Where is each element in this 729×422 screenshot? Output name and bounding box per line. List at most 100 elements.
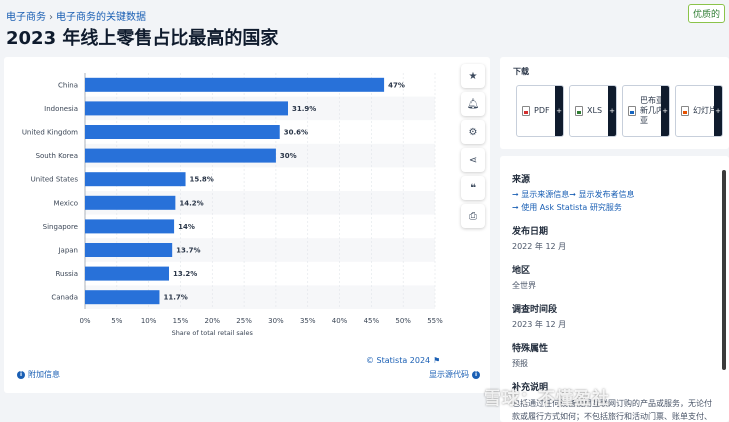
source-heading: 来源 — [512, 175, 531, 185]
x-tick-label: 25% — [236, 317, 252, 325]
download-xls-label: XLS — [587, 106, 603, 115]
share-button[interactable]: ⋖ — [461, 148, 485, 172]
data-label: 47% — [388, 81, 405, 89]
download-title: 下载 — [513, 67, 529, 76]
breadcrumb: 电子商务 › 电子商务的关键数据 — [6, 8, 146, 23]
data-label: 15.8% — [190, 176, 214, 184]
x-tick-label: 20% — [204, 317, 220, 325]
favorite-button[interactable]: ★ — [461, 64, 485, 88]
statista-credit[interactable]: © Statista 2024 ⚑ — [366, 356, 440, 365]
breadcrumb-separator: › — [49, 12, 53, 23]
x-tick-label: 55% — [427, 317, 443, 325]
watermark: 雪球：不懂盈社 — [484, 389, 610, 409]
plus-icon: + — [608, 86, 616, 136]
bar — [85, 243, 173, 257]
info-icon: i — [17, 370, 25, 379]
bar — [85, 290, 160, 305]
more-info-label: 附加信息 — [28, 370, 60, 379]
bar — [85, 77, 385, 92]
x-tick-label: 45% — [364, 317, 380, 325]
category-label: Japan — [57, 247, 78, 255]
share-icon: ⋖ — [468, 154, 478, 166]
data-label: 30.6% — [284, 129, 308, 137]
download-doc-label: 巴布亚新几内亚 — [640, 96, 664, 125]
region-value: 全世界 — [512, 281, 536, 290]
plus-icon: + — [661, 86, 669, 136]
category-label: United Kingdom — [22, 129, 78, 137]
notes-value: 包括通过任何设备使用互联网订购的产品或服务，无论付款或履行方式如何；不包括旅行和… — [512, 399, 712, 421]
data-label: 13.7% — [176, 247, 200, 255]
chart-card: China 47% Indonesia 31.9% United Kingdom 30.6… — [4, 57, 490, 393]
row-band — [85, 238, 435, 262]
category-label: South Korea — [36, 152, 78, 160]
x-tick-label: 30% — [268, 317, 284, 325]
scrollbar[interactable] — [722, 170, 726, 370]
download-card: 下载 PDF + XLS + 巴布亚新几内亚 + 幻灯片 + — [500, 57, 729, 149]
plus-icon: + — [714, 86, 722, 136]
print-button[interactable]: ⎙ — [461, 204, 485, 228]
info-icon: i — [472, 370, 480, 379]
bar — [85, 219, 175, 234]
doc-file-icon — [628, 106, 636, 116]
data-label: 13.2% — [173, 270, 197, 278]
x-tick-label: 50% — [395, 317, 411, 325]
region-heading: 地区 — [512, 266, 531, 276]
data-label: 30% — [280, 152, 297, 160]
premium-badge: 优质的 — [687, 4, 725, 23]
bar-chart: China 47% Indonesia 31.9% United Kingdom 30.6… — [22, 73, 443, 337]
download-ppt-label: 幻灯片 — [693, 106, 717, 115]
data-label: 31.9% — [292, 105, 316, 113]
row-band — [85, 285, 435, 309]
bar — [85, 195, 176, 210]
x-tick-label: 10% — [141, 317, 157, 325]
star-icon: ★ — [468, 70, 478, 82]
download-ppt-button[interactable]: 幻灯片 + — [675, 85, 723, 137]
cite-button[interactable]: ❝ — [461, 176, 485, 200]
release-date-value: 2022 年 12 月 — [512, 242, 567, 251]
category-label: China — [58, 81, 78, 89]
more-info-link[interactable]: i 附加信息 — [17, 369, 60, 380]
x-tick-label: 5% — [111, 317, 122, 325]
survey-period-heading: 调查时间段 — [512, 305, 558, 315]
bar — [85, 266, 169, 281]
category-label: Russia — [55, 270, 78, 278]
bar — [85, 101, 288, 116]
special-properties-heading: 特殊属性 — [512, 344, 549, 354]
data-label: 14.2% — [179, 199, 203, 207]
flag-icon: ⚑ — [433, 356, 441, 365]
category-label: Indonesia — [44, 105, 78, 113]
bell-icon: 🔔︎ — [466, 98, 480, 110]
ask-statista-link[interactable]: ➞ 使用 Ask Statista 研究服务 — [512, 203, 622, 212]
download-buttons: PDF + XLS + 巴布亚新几内亚 + 幻灯片 + — [516, 85, 723, 137]
show-source-link[interactable]: 显示源代码 i — [429, 369, 480, 380]
release-date-heading: 发布日期 — [512, 227, 549, 237]
category-label: United States — [31, 176, 79, 184]
notify-button[interactable]: 🔔︎ — [461, 92, 485, 116]
x-tick-label: 35% — [300, 317, 316, 325]
category-label: Singapore — [43, 223, 78, 231]
print-icon: ⎙ — [469, 210, 477, 222]
category-label: Mexico — [54, 199, 78, 207]
special-properties-value: 预报 — [512, 359, 528, 368]
notes-heading: 补充说明 — [512, 383, 549, 393]
source-info-links[interactable]: ➞ 显示来源信息➞ 显示发布者信息 — [512, 190, 635, 199]
download-xls-button[interactable]: XLS + — [569, 85, 617, 137]
breadcrumb-link-ecommerce[interactable]: 电子商务 — [6, 12, 46, 23]
download-pdf-label: PDF — [534, 106, 550, 115]
settings-button[interactable]: ⚙ — [461, 120, 485, 144]
category-label: Canada — [51, 294, 78, 302]
metadata-card: 来源 ➞ 显示来源信息➞ 显示发布者信息 ➞ 使用 Ask Statista 研… — [500, 156, 729, 422]
credit-text: © Statista 2024 — [366, 356, 431, 365]
download-pdf-button[interactable]: PDF + — [516, 85, 564, 137]
plus-icon: + — [555, 86, 563, 136]
gear-icon: ⚙ — [468, 126, 478, 138]
bar — [85, 172, 186, 187]
download-doc-button[interactable]: 巴布亚新几内亚 + — [622, 85, 670, 137]
breadcrumb-link-key-figures[interactable]: 电子商务的关键数据 — [56, 12, 146, 23]
survey-period-value: 2023 年 12 月 — [512, 320, 567, 329]
xls-file-icon — [575, 106, 583, 116]
bar — [85, 125, 280, 139]
chart-toolbar: ★ 🔔︎ ⚙ ⋖ ❝ ⎙ — [461, 64, 485, 232]
bar — [85, 148, 276, 163]
x-tick-label: 0% — [79, 317, 90, 325]
